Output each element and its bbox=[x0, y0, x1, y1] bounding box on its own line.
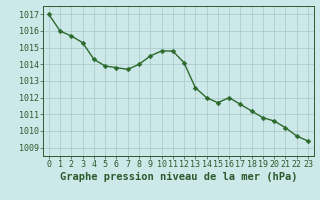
X-axis label: Graphe pression niveau de la mer (hPa): Graphe pression niveau de la mer (hPa) bbox=[60, 172, 297, 182]
